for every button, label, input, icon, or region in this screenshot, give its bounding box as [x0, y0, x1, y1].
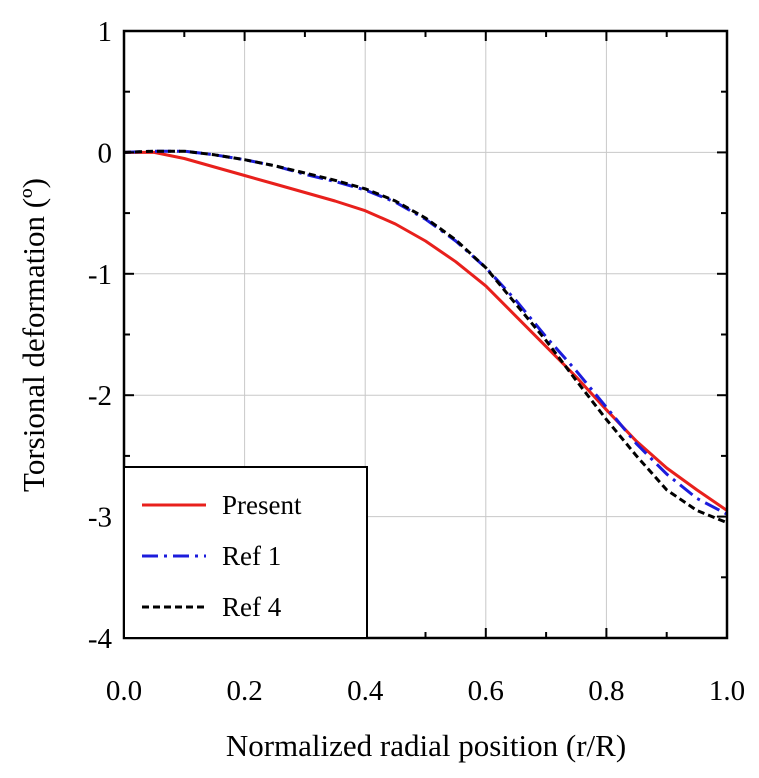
y-tick-label: -1	[88, 259, 112, 291]
legend-label: Ref 4	[222, 592, 282, 622]
y-tick-label: 0	[98, 137, 113, 169]
y-tick-label: -2	[88, 380, 112, 412]
y-axis-title: Torsional deformation (º)	[16, 178, 51, 492]
y-tick-label: -3	[88, 502, 112, 534]
x-tick-label: 0.2	[226, 675, 262, 707]
grid	[124, 31, 727, 638]
x-tick-label: 0.8	[588, 675, 624, 707]
series-line-present	[124, 150, 728, 512]
legend-label: Ref 1	[222, 541, 281, 571]
y-tick-label: 1	[98, 16, 113, 48]
legend-label: Present	[222, 490, 302, 520]
x-axis-title: Normalized radial position (r/R)	[226, 728, 626, 763]
x-tick-label: 0.0	[106, 675, 142, 707]
series-line-ref-1	[123, 149, 728, 516]
legend: Present Ref 1 Ref 4	[123, 466, 368, 639]
x-tick-label: 0.6	[468, 675, 504, 707]
legend-box	[123, 466, 368, 639]
series-line-ref-4	[123, 149, 728, 525]
x-tick-label: 0.4	[347, 675, 384, 707]
x-tick-label: 1.0	[709, 675, 745, 707]
series-layer	[123, 149, 728, 525]
y-tick-label: -4	[88, 623, 113, 655]
